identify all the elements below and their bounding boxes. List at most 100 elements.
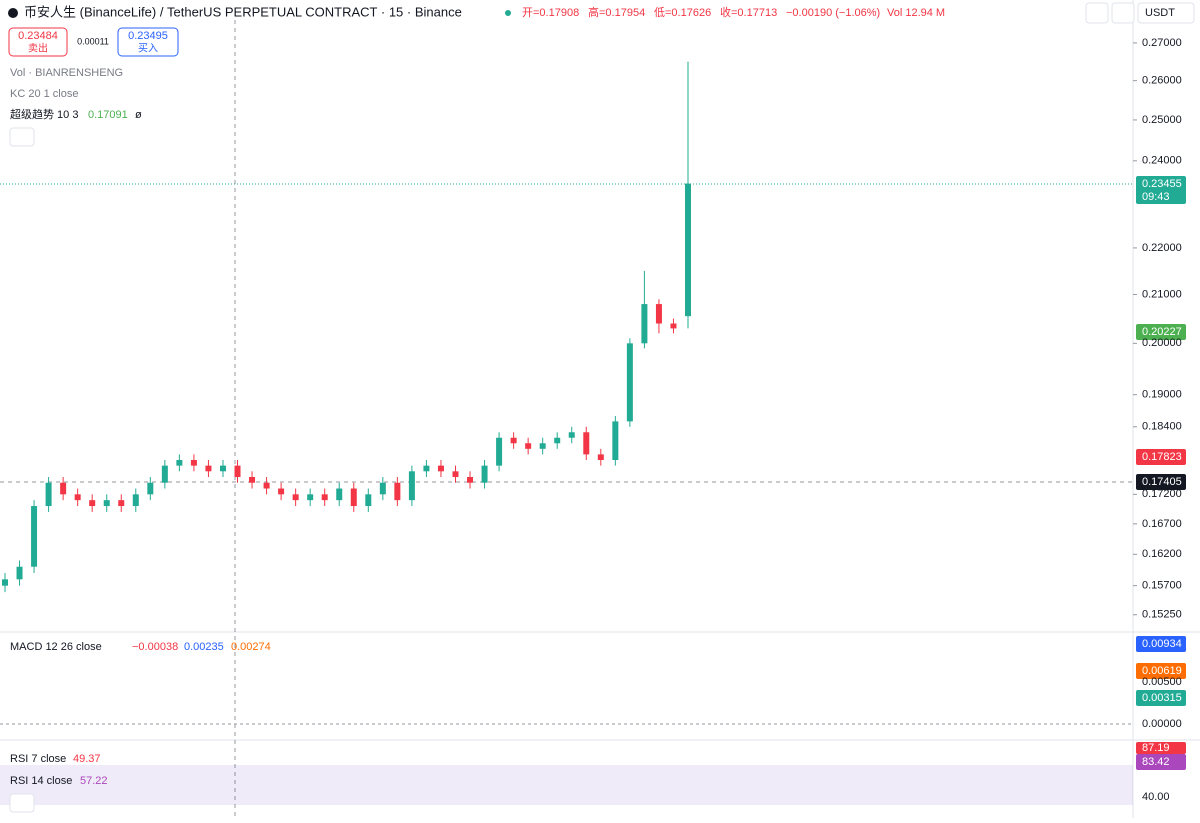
ohlc-close: 收=0.17713 <box>720 5 777 19</box>
vol-indicator: Vol · BIANRENSHENG <box>10 67 123 79</box>
candle-body <box>685 183 691 317</box>
rsi14-badge <box>1136 754 1186 770</box>
y-tick-label: 0.15700 <box>1142 580 1182 592</box>
fullscreen-button[interactable] <box>1111 2 1135 24</box>
candle-body <box>321 494 328 501</box>
macd-axis: 0.00500 <box>1142 676 1182 688</box>
candle-body <box>612 421 619 460</box>
symbol-icon <box>8 8 18 18</box>
macd-axis: 0.00619 <box>1142 665 1182 677</box>
candle-body <box>597 454 604 460</box>
ohlc-low: 低=0.17626 <box>654 6 711 19</box>
y-tick-label: 0.25000 <box>1142 114 1182 126</box>
candle-body <box>655 304 662 324</box>
rsi-axis: 87.19 <box>1142 742 1170 754</box>
countdown: 09:43 <box>1142 191 1170 203</box>
macd-axis: 0.00934 <box>1142 638 1182 650</box>
red-badge <box>1136 449 1186 465</box>
rsi14-label: RSI 14 close <box>10 775 72 787</box>
cursor-badge <box>1136 474 1186 490</box>
macd-label: MACD 12 26 close <box>10 641 102 653</box>
y-tick-label: 0.15250 <box>1142 609 1182 621</box>
candle-body <box>89 500 96 507</box>
volume: Vol 12.94 M <box>887 7 945 19</box>
collapse-button[interactable] <box>9 793 35 813</box>
buy-button[interactable] <box>117 27 179 57</box>
rsi-axis: 83.42 <box>1142 756 1170 768</box>
candle-body <box>568 432 575 438</box>
y-tick-label: 0.16700 <box>1142 518 1182 530</box>
candle-body <box>234 465 241 478</box>
last-price: 0.23455 <box>1142 178 1182 190</box>
last-price-badge <box>1136 176 1186 204</box>
candle-body <box>45 482 52 507</box>
candle-body <box>132 494 139 507</box>
candle-body <box>118 500 125 507</box>
candle-body <box>423 465 430 472</box>
status-dot <box>505 10 511 16</box>
y-tick-label: 0.26000 <box>1142 75 1182 87</box>
y-tick-label: 0.20000 <box>1142 337 1182 349</box>
candle-body <box>161 465 168 483</box>
candle-body <box>554 437 561 444</box>
candle-body <box>60 482 67 495</box>
candle-body <box>307 494 314 501</box>
candle-body <box>74 494 81 501</box>
candle-body <box>583 432 590 455</box>
y-tick-label: 0.21000 <box>1142 288 1182 300</box>
kc-indicator: KC 20 1 close <box>10 88 78 100</box>
rsi7-badge <box>1136 742 1186 754</box>
candle-body <box>467 477 474 483</box>
currency-button[interactable] <box>1137 2 1195 24</box>
candle-body <box>263 482 270 489</box>
candle-body <box>496 437 503 466</box>
buy-price: 0.23495 <box>128 30 168 42</box>
spread: 0.00011 <box>77 36 109 46</box>
supertrend-badge <box>1136 324 1186 340</box>
candle-body <box>670 323 677 329</box>
ohlc-high: 高=0.17954 <box>588 5 645 19</box>
candle-body <box>365 494 372 507</box>
rsi-band <box>0 765 1133 805</box>
candle-body <box>641 304 648 344</box>
currency: USDT <box>1145 7 1175 19</box>
rsi7-label: RSI 7 close <box>10 753 66 765</box>
supertrend-extra: ø <box>135 109 142 121</box>
y-tick-label: 0.19000 <box>1142 389 1182 401</box>
candle-body <box>350 488 357 507</box>
candle-body <box>16 566 23 580</box>
candle-body <box>525 443 532 449</box>
supertrend-value: 0.17091 <box>88 109 128 121</box>
y-tick-label: 0.27000 <box>1142 37 1182 49</box>
y-tick-label: 0.16200 <box>1142 548 1182 560</box>
candle-body <box>481 465 488 483</box>
candle-body <box>219 465 226 472</box>
rsi14-value: 57.22 <box>80 775 108 787</box>
macd-badge <box>1136 636 1186 652</box>
candle-body <box>2 579 8 586</box>
sell-button[interactable] <box>8 27 68 57</box>
red-price: 0.17823 <box>1142 451 1182 463</box>
candle-body <box>278 488 285 495</box>
sell-label: 卖出 <box>28 42 48 55</box>
hist-badge <box>1136 690 1186 706</box>
candle-body <box>437 465 444 472</box>
y-tick-label: 0.17200 <box>1142 488 1182 500</box>
signal-badge <box>1136 663 1186 679</box>
buy-label: 买入 <box>138 43 158 55</box>
candle-body <box>510 437 517 444</box>
macd-axis: 0.00000 <box>1142 718 1182 730</box>
ohlc-open: 开=0.17908 <box>522 7 579 19</box>
collapse-button[interactable] <box>9 127 35 147</box>
sell-price: 0.23484 <box>18 30 58 42</box>
candle-body <box>292 494 299 501</box>
candle-body <box>379 482 386 495</box>
y-tick-label: 0.18400 <box>1142 421 1182 433</box>
rsi-axis: 40.00 <box>1142 791 1170 803</box>
macd-signal: 0.00274 <box>231 641 271 653</box>
candle-body <box>103 500 110 507</box>
down-button[interactable] <box>1085 2 1109 24</box>
candle-body <box>336 488 343 501</box>
supertrend-indicator: 超级趋势 10 3 <box>10 107 78 121</box>
